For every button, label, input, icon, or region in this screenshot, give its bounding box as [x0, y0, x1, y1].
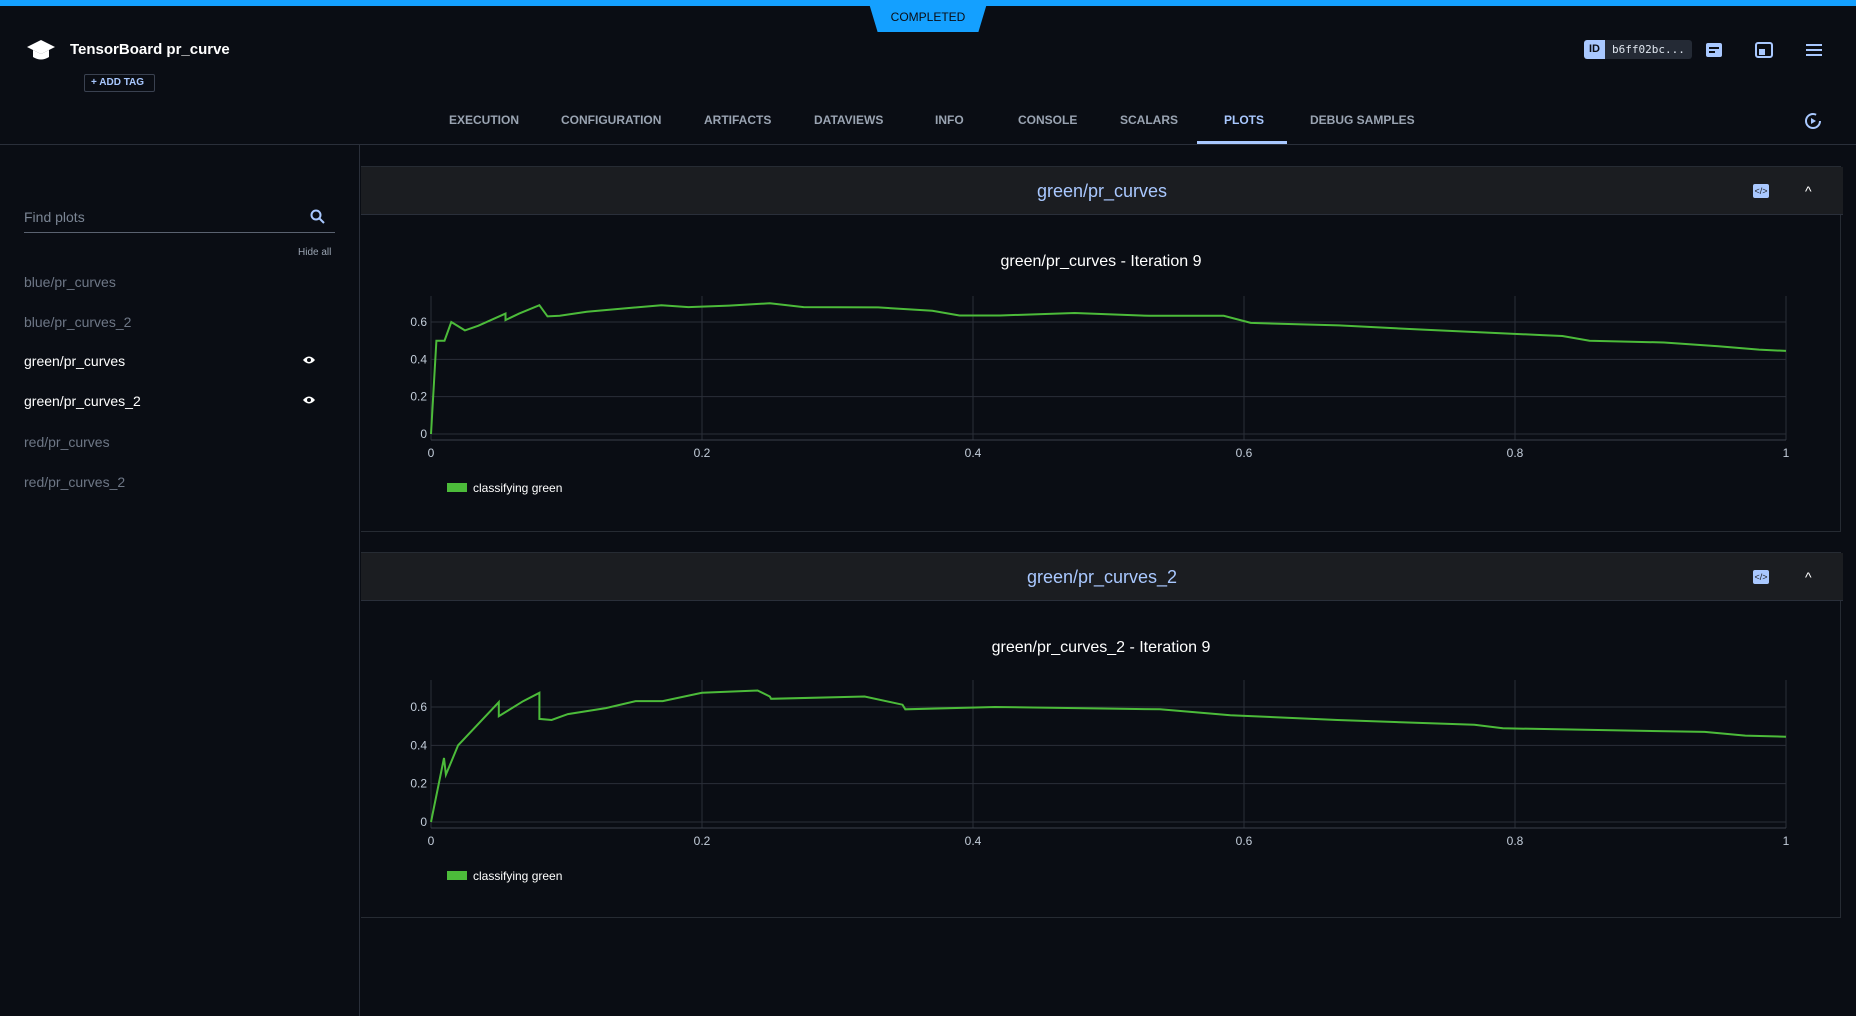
x-tick-label: 1 — [1783, 834, 1790, 848]
x-tick-label: 0.8 — [1507, 834, 1524, 848]
legend-label: classifying green — [473, 481, 562, 495]
series-line — [430, 689, 1787, 823]
y-tick-label: 0.6 — [410, 315, 427, 329]
plot-panel: green/pr_curves_2 </> ^ green/pr_curves_2 … — [361, 552, 1843, 918]
legend-swatch — [447, 483, 467, 492]
tab-dataviews[interactable]: DATAVIEWS — [814, 113, 884, 127]
plot-list-item[interactable]: green/pr_curves — [24, 353, 324, 369]
x-tick-label: 0 — [428, 446, 435, 460]
chart-title: green/pr_curves_2 - Iteration 9 — [991, 639, 1211, 656]
id-badge[interactable]: ID b6ff02bc... — [1584, 40, 1692, 59]
tab-info[interactable]: INFO — [935, 113, 964, 127]
plot-list-item-label: red/pr_curves_2 — [24, 474, 126, 490]
tab-plots[interactable]: PLOTS — [1224, 113, 1265, 127]
search-input[interactable]: Find plots — [24, 200, 335, 233]
tab-artifacts[interactable]: ARTIFACTS — [704, 113, 772, 127]
experiment-title: TensorBoard pr_curve — [70, 41, 230, 58]
auto-refresh-icon[interactable] — [1804, 112, 1822, 130]
tab-console[interactable]: CONSOLE — [1018, 113, 1078, 127]
plot-list-item[interactable]: green/pr_curves_2 — [24, 393, 324, 409]
legend-swatch — [447, 871, 467, 880]
y-tick-label: 0.6 — [410, 700, 427, 714]
tab-bar: EXECUTION CONFIGURATION ARTIFACTS DATAVI… — [0, 112, 1856, 144]
id-label: ID — [1584, 40, 1605, 59]
embed-code-icon[interactable]: </> — [1753, 184, 1769, 198]
x-tick-label: 0.6 — [1236, 834, 1253, 848]
tab-configuration[interactable]: CONFIGURATION — [561, 113, 662, 127]
tab-debug-samples[interactable]: DEBUG SAMPLES — [1310, 113, 1415, 127]
y-tick-label: 0 — [420, 427, 427, 441]
x-tick-label: 0.6 — [1236, 446, 1253, 460]
x-tick-label: 0.4 — [965, 834, 982, 848]
status-badge: COMPLETED — [868, 0, 988, 32]
plot-list-item[interactable]: blue/pr_curves_2 — [24, 314, 324, 330]
plots-sidebar: Find plots Hide all blue/pr_curves blue/p… — [0, 145, 360, 1016]
plot-list-item-label: green/pr_curves_2 — [24, 393, 141, 409]
search-icon[interactable] — [310, 209, 325, 224]
panel-header[interactable]: green/pr_curves </> ^ — [361, 167, 1843, 215]
graduation-cap-icon — [27, 40, 55, 60]
y-tick-label: 0.2 — [410, 390, 427, 404]
x-tick-label: 0 — [428, 834, 435, 848]
layout-icon[interactable] — [1755, 42, 1773, 58]
y-tick-label: 0 — [420, 815, 427, 829]
x-tick-label: 1 — [1783, 446, 1790, 460]
search-placeholder: Find plots — [24, 209, 85, 225]
y-tick-label: 0.4 — [410, 738, 427, 752]
active-tab-indicator — [1197, 141, 1287, 144]
pr-curve-chart[interactable]: 0 0.2 0.4 0.6 0.8 1 0 0.2 0.4 0.6 classifying gree… — [361, 215, 1841, 531]
header-divider — [0, 144, 1856, 145]
panel-title: green/pr_curves — [1036, 181, 1168, 201]
plot-list-item[interactable]: blue/pr_curves — [24, 274, 324, 290]
x-tick-label: 0.2 — [694, 446, 711, 460]
plot-list-item-label: green/pr_curves — [24, 353, 126, 369]
add-tag-button[interactable]: + ADD TAG — [84, 74, 156, 92]
eye-icon[interactable] — [302, 395, 316, 405]
series-line — [430, 302, 1787, 435]
pr-curve-chart[interactable]: 0 0.2 0.4 0.6 0.8 1 0 0.2 0.4 0.6 classifying gree… — [361, 601, 1841, 917]
hide-all-button[interactable]: Hide all — [298, 247, 332, 258]
legend-label: classifying green — [473, 869, 562, 883]
plot-panel: green/pr_curves </> ^ green/pr_curves - It… — [361, 166, 1843, 532]
collapse-chevron-icon[interactable]: ^ — [1805, 569, 1812, 585]
embed-code-icon[interactable]: </> — [1753, 570, 1769, 584]
x-tick-label: 0.2 — [694, 834, 711, 848]
plot-list-item[interactable]: red/pr_curves — [24, 434, 324, 450]
tab-scalars[interactable]: SCALARS — [1120, 113, 1179, 127]
panel-header[interactable]: green/pr_curves_2 </> ^ — [361, 553, 1843, 601]
eye-icon[interactable] — [302, 355, 316, 365]
plot-list-item-label: blue/pr_curves_2 — [24, 314, 132, 330]
tab-execution[interactable]: EXECUTION — [449, 113, 520, 127]
panel-title: green/pr_curves_2 — [1026, 567, 1178, 587]
chart-title: green/pr_curves - Iteration 9 — [1000, 253, 1202, 270]
x-tick-label: 0.8 — [1507, 446, 1524, 460]
plot-list-item[interactable]: red/pr_curves_2 — [24, 474, 324, 490]
x-tick-label: 0.4 — [965, 446, 982, 460]
plot-list-item-label: blue/pr_curves — [24, 274, 116, 290]
id-value: b6ff02bc... — [1605, 40, 1692, 59]
collapse-chevron-icon[interactable]: ^ — [1805, 183, 1812, 199]
y-tick-label: 0.4 — [410, 352, 427, 366]
plot-list-item-label: red/pr_curves — [24, 434, 110, 450]
details-icon[interactable] — [1705, 42, 1723, 58]
menu-icon[interactable] — [1805, 42, 1823, 58]
y-tick-label: 0.2 — [410, 777, 427, 791]
